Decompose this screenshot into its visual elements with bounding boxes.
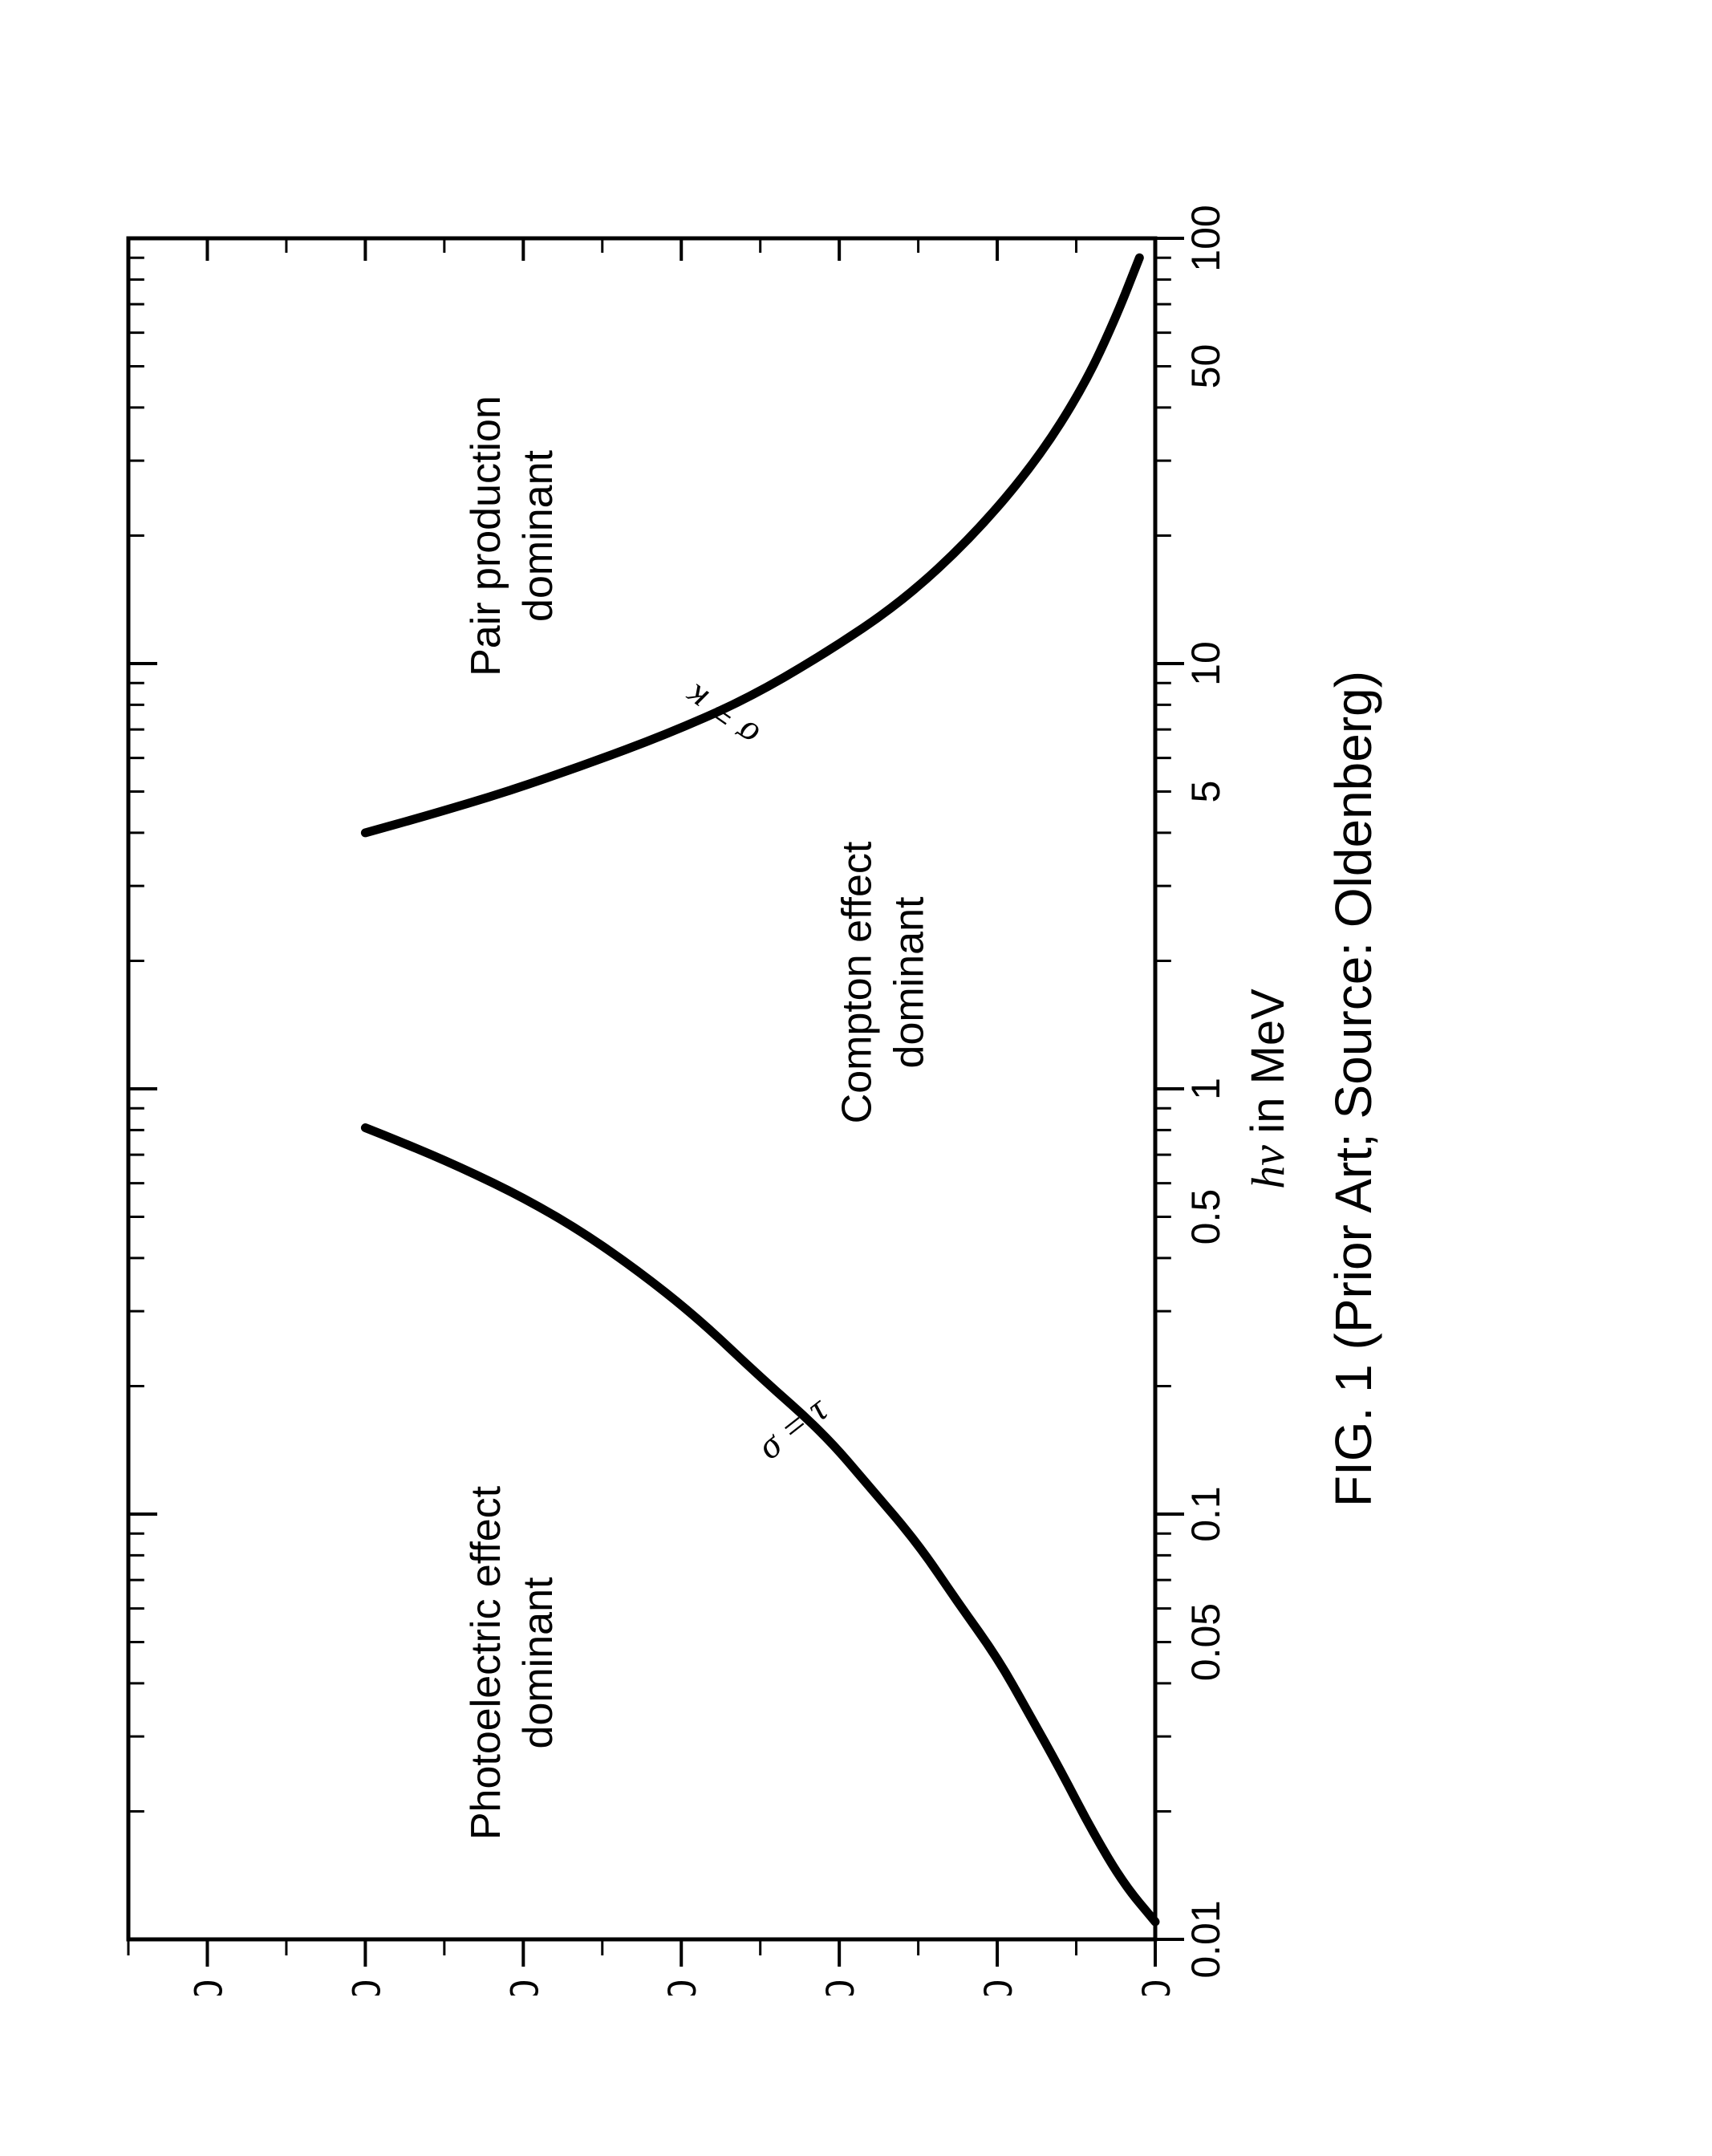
x-tick-label: 10 — [1183, 641, 1228, 686]
x-tick-label: 50 — [1183, 344, 1228, 389]
y-tick-label: 0 — [1134, 1979, 1179, 1996]
y-tick-label: 60 — [659, 1979, 704, 1996]
region-label: Pair production — [463, 396, 509, 676]
x-tick-label: 1 — [1183, 1078, 1228, 1100]
chart-svg: 0.01 0.05 0.1 0.5 1 5 10 50 100 0 20 40 60 80 100 120 hν… — [96, 182, 1316, 1996]
figure-caption: FIG. 1 (Prior Art; Source: Oldenberg) — [1324, 182, 1383, 1996]
region-label: dominant — [886, 896, 933, 1068]
axes-frame — [128, 238, 1155, 1939]
y-tick-label: 120 — [185, 1979, 230, 1996]
y-tick-label: 100 — [343, 1979, 388, 1996]
rotated-stage: 0.01 0.05 0.1 0.5 1 5 10 50 100 0 20 40 60 80 100 120 hν… — [0, 0, 1712, 2156]
x-tick-label: 5 — [1183, 781, 1228, 803]
x-axis-label: hν in MeV — [1242, 989, 1294, 1189]
x-tick-label: 0.1 — [1183, 1486, 1228, 1542]
region-label: Compton effect — [834, 841, 881, 1123]
x-axis-label-text: hν in MeV — [1242, 989, 1294, 1189]
x-tick-label: 100 — [1183, 205, 1228, 271]
x-tick-label: 0.01 — [1183, 1900, 1228, 1978]
region-label: Photoelectric effect — [463, 1485, 509, 1840]
curve-label: σ = κ — [676, 676, 767, 757]
y-tick-label: 80 — [501, 1979, 546, 1996]
x-tick-label: 0.5 — [1183, 1189, 1228, 1245]
curve-label: σ = τ — [749, 1387, 836, 1468]
y-tick-label: 40 — [817, 1979, 862, 1996]
region-label: dominant — [515, 449, 562, 621]
y-tick-label: 20 — [976, 1979, 1020, 1996]
x-tick-label: 0.05 — [1183, 1603, 1228, 1681]
region-label: dominant — [515, 1577, 562, 1748]
chart-container: 0.01 0.05 0.1 0.5 1 5 10 50 100 0 20 40 60 80 100 120 hν… — [96, 182, 1476, 1996]
